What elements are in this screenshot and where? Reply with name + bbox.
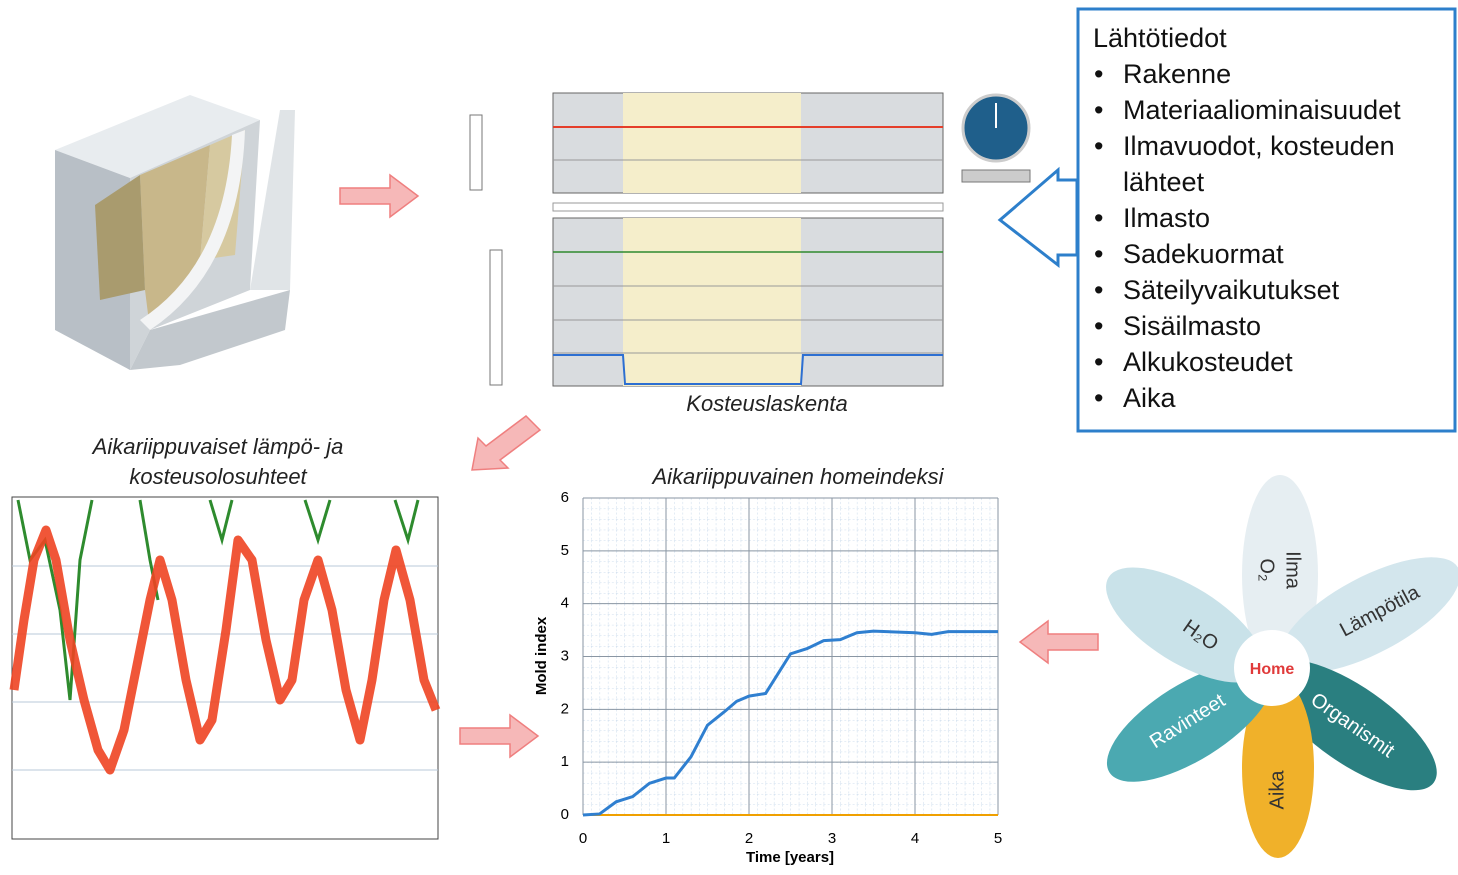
inputs-title: Lähtötiedot <box>1093 23 1227 53</box>
conditions-label: Aikariippuvaiset lämpö- ja <box>91 434 344 459</box>
bullet: • <box>1094 131 1103 161</box>
bullet: • <box>1094 239 1103 269</box>
y-tick-label: 2 <box>561 700 569 717</box>
input-arrow <box>997 166 1079 269</box>
calc-label: Kosteuslaskenta <box>686 391 847 416</box>
x-tick-label: 5 <box>994 830 1002 847</box>
flower-center: Home <box>1250 661 1295 678</box>
bullet: • <box>1094 311 1103 341</box>
input-item: Sadekuormat <box>1123 239 1284 269</box>
bullet: • <box>1094 59 1103 89</box>
y-tick-label: 3 <box>561 647 569 664</box>
conditions-label: kosteusolosuhteet <box>129 464 307 489</box>
petal-label: O₂ <box>1256 558 1278 581</box>
x-tick-label: 3 <box>828 830 836 847</box>
petal-label: Ilma <box>1282 551 1304 590</box>
flower: Home Ilma O₂ Lämpötila Organismit Aika R… <box>1106 475 1458 858</box>
mold-chart: Aikariippuvainen homeindeksi Time [years… <box>533 464 1002 866</box>
conditions-chart <box>9 496 441 840</box>
input-item: Ilmavuodot, kosteuden <box>1123 131 1395 161</box>
wall-block <box>55 95 295 370</box>
calc-screenshot <box>469 92 1031 387</box>
bullet: • <box>1094 203 1103 233</box>
y-tick-label: 1 <box>561 753 569 770</box>
y-tick-label: 6 <box>561 489 569 506</box>
bullet: • <box>1094 275 1103 305</box>
y-tick-label: 4 <box>561 595 569 612</box>
chart-title: Aikariippuvainen homeindeksi <box>650 464 944 489</box>
x-tick-label: 1 <box>662 830 670 847</box>
input-item: Aika <box>1123 383 1177 413</box>
inputs-list: • Rakenne • Materiaaliominaisuudet • Ilmavuod… <box>1094 59 1401 413</box>
input-item: Ilmasto <box>1123 203 1210 233</box>
petal-label: Aika <box>1266 770 1288 810</box>
arrows <box>339 173 1099 759</box>
bullet: • <box>1094 383 1103 413</box>
input-item: Rakenne <box>1123 59 1231 89</box>
mold-line <box>582 629 998 817</box>
input-item: Alkukosteudet <box>1123 347 1293 377</box>
bullet: • <box>1094 347 1103 377</box>
x-axis-label: Time [years] <box>746 849 834 866</box>
inputs-box <box>1076 7 1457 433</box>
input-item: Materiaaliominaisuudet <box>1123 95 1401 125</box>
input-item: Säteilyvaikutukset <box>1123 275 1340 305</box>
input-item: Sisäilmasto <box>1123 311 1261 341</box>
y-tick-label: 0 <box>561 806 569 823</box>
input-item: lähteet <box>1123 167 1205 197</box>
y-axis-label: Mold index <box>533 616 550 695</box>
y-tick-label: 5 <box>561 542 569 559</box>
x-tick-label: 0 <box>579 830 587 847</box>
x-tick-label: 4 <box>911 830 919 847</box>
bullet: • <box>1094 95 1103 125</box>
x-tick-label: 2 <box>745 830 753 847</box>
